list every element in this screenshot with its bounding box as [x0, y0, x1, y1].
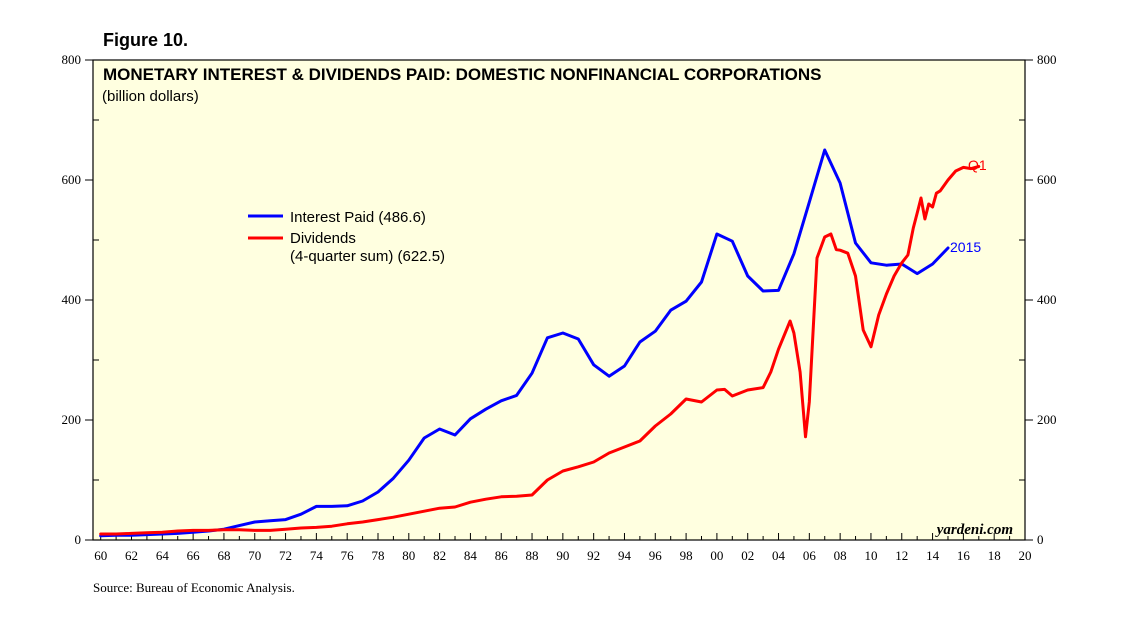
x-tick-label: 16: [957, 548, 971, 563]
credit-label: yardeni.com: [935, 522, 1013, 538]
x-tick-label: 10: [864, 548, 877, 563]
x-tick-label: 74: [310, 548, 324, 563]
x-tick-label: 70: [248, 548, 261, 563]
x-tick-label: 20: [1019, 548, 1032, 563]
x-tick-label: 60: [94, 548, 107, 563]
end-label-dividends: Q1: [968, 157, 987, 173]
x-tick-label: 82: [433, 548, 446, 563]
x-tick-label: 18: [988, 548, 1001, 563]
y-tick-label-right: 400: [1037, 292, 1057, 307]
x-tick-label: 94: [618, 548, 632, 563]
source-note: Source: Bureau of Economic Analysis.: [93, 580, 295, 596]
x-tick-label: 84: [464, 548, 478, 563]
chart-subtitle: (billion dollars): [102, 88, 199, 105]
x-tick-label: 62: [125, 548, 138, 563]
x-tick-label: 88: [526, 548, 539, 563]
x-tick-label: 04: [772, 548, 786, 563]
x-tick-label: 08: [834, 548, 847, 563]
legend-label-dividends: Dividends: [290, 230, 356, 247]
x-tick-label: 66: [187, 548, 201, 563]
end-label-interest: 2015: [950, 239, 981, 255]
y-tick-label-left: 400: [62, 292, 82, 307]
x-tick-label: 68: [217, 548, 230, 563]
legend-label-dividends-note: (4-quarter sum) (622.5): [290, 248, 445, 265]
y-tick-label-left: 200: [62, 412, 82, 427]
x-tick-label: 96: [649, 548, 663, 563]
chart-title: MONETARY INTEREST & DIVIDENDS PAID: DOME…: [103, 65, 821, 84]
x-tick-label: 72: [279, 548, 292, 563]
y-tick-label-right: 0: [1037, 532, 1044, 547]
y-tick-label-right: 800: [1037, 52, 1057, 67]
x-tick-label: 02: [741, 548, 754, 563]
x-tick-label: 76: [341, 548, 355, 563]
x-tick-label: 06: [803, 548, 817, 563]
x-tick-label: 12: [895, 548, 908, 563]
x-tick-label: 00: [710, 548, 723, 563]
chart: 0 0200 200400 400600 600800 80060 62 64 66 68 70 72…: [0, 0, 1138, 621]
x-tick-label: 92: [587, 548, 600, 563]
y-tick-label-right: 200: [1037, 412, 1057, 427]
y-tick-label-left: 600: [62, 172, 82, 187]
x-tick-label: 90: [556, 548, 569, 563]
x-tick-label: 64: [156, 548, 170, 563]
x-tick-label: 98: [680, 548, 693, 563]
y-tick-label-left: 0: [75, 532, 82, 547]
x-tick-label: 80: [402, 548, 415, 563]
y-tick-label-left: 800: [62, 52, 82, 67]
legend-label-interest: Interest Paid (486.6): [290, 209, 426, 226]
x-tick-label: 14: [926, 548, 940, 563]
x-tick-label: 78: [371, 548, 384, 563]
x-tick-label: 86: [495, 548, 509, 563]
y-tick-label-right: 600: [1037, 172, 1057, 187]
